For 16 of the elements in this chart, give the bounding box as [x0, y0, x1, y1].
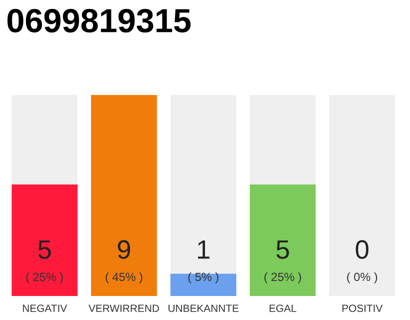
annotation: ( 45% ) [106, 272, 142, 284]
annotation: ( 25% ) [264, 272, 302, 284]
x-tick-label: NEGATIV [22, 304, 68, 312]
x-tick-label: VERWIRREND [88, 304, 159, 312]
data-label: 9 [118, 240, 130, 259]
data-label: 0 [356, 240, 368, 259]
x-tick-label: UNBEKANNTE [168, 304, 239, 312]
annotation: ( 0% ) [347, 272, 378, 284]
data-label: 5 [38, 240, 51, 259]
data-label: 5 [276, 240, 289, 259]
annotation: ( 5% ) [188, 272, 218, 284]
data-label: 1 [198, 240, 210, 259]
x-tick-label: EGAL [270, 304, 296, 312]
annotation: ( 25% ) [26, 272, 63, 284]
x-tick-label: POSITIV [342, 304, 383, 312]
chart-title: 0699819315 [7, 8, 191, 33]
